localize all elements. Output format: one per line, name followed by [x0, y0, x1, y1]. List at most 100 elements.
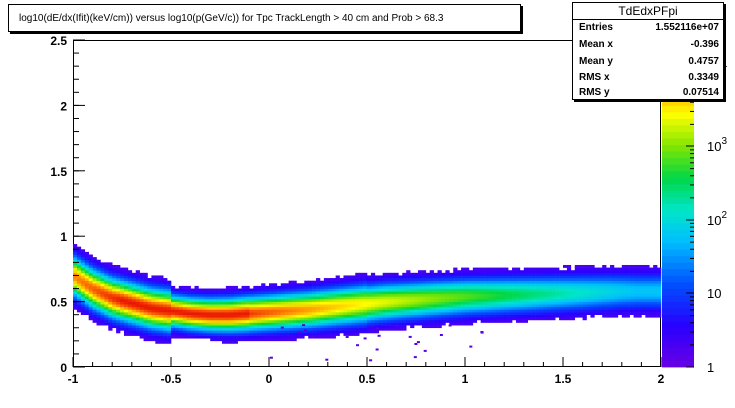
heatmap-cell [218, 288, 223, 292]
heatmap-cell [229, 298, 235, 302]
heatmap-cell [265, 317, 270, 321]
heatmap-cell [421, 278, 427, 281]
heatmap-cell [547, 312, 552, 315]
heatmap-cell [476, 312, 481, 315]
heatmap-cell [374, 288, 380, 292]
heatmap-cell [429, 309, 434, 313]
heatmap-cell [566, 296, 572, 300]
heatmap-cell [123, 280, 129, 284]
colorbar-segment [662, 229, 694, 237]
heatmap-cell [657, 275, 662, 279]
heatmap-cell [84, 264, 89, 268]
heatmap-cell [414, 319, 419, 323]
heatmap-cell [120, 314, 125, 318]
heatmap-cell [445, 278, 450, 281]
heatmap-cell [229, 319, 235, 323]
heatmap-cell [171, 293, 176, 297]
stat-row-entries: Entries 1.552116e+07 [579, 22, 719, 36]
heatmap-cell [406, 272, 411, 276]
heatmap-cell [112, 285, 117, 289]
heatmap-cell [367, 298, 372, 302]
heatmap-cell [535, 291, 540, 295]
heatmap-cell [198, 298, 203, 302]
heatmap-cell [559, 278, 564, 281]
heatmap-cell [645, 280, 650, 284]
heatmap-cell [433, 317, 438, 321]
heatmap-cell [625, 291, 630, 295]
heatmap-cell [551, 270, 556, 274]
heatmap-cell [519, 293, 525, 297]
heatmap-cell [229, 317, 235, 321]
heatmap-cell [308, 304, 313, 308]
heatmap-cell [410, 275, 415, 279]
heatmap-cell [547, 272, 552, 276]
heatmap-cell [645, 309, 650, 313]
heatmap-cell [539, 317, 544, 321]
colorbar-segment [662, 164, 694, 172]
heatmap-cell [253, 298, 258, 302]
heatmap-cell [370, 296, 376, 300]
heatmap-cell [484, 278, 489, 281]
heatmap-cell [531, 267, 536, 271]
heatmap-cell [100, 306, 105, 310]
heatmap-cell [653, 298, 658, 302]
heatmap-cell [657, 270, 662, 274]
heatmap-cell [104, 275, 109, 279]
heatmap-cell [171, 285, 176, 289]
colorbar-segment [662, 236, 694, 244]
heatmap-cell [461, 291, 466, 295]
heatmap-cell [351, 309, 356, 313]
heatmap-cell [519, 283, 525, 287]
heatmap-cell [73, 259, 78, 263]
heatmap-cell [496, 283, 501, 287]
heatmap-cell [167, 327, 172, 331]
heatmap-cell [225, 330, 231, 334]
heatmap-cell [386, 285, 391, 289]
stats-title: TdEdxPFpi [573, 3, 723, 20]
heatmap-cell [84, 283, 89, 287]
heatmap-cell [465, 291, 470, 295]
heatmap-cell [386, 304, 391, 308]
heatmap-cell [633, 304, 638, 308]
heatmap-cell [527, 275, 532, 279]
heatmap-cell [163, 317, 168, 321]
heatmap-cell [229, 314, 235, 318]
heatmap-cell [116, 272, 121, 276]
heatmap-cell [621, 291, 627, 295]
heatmap-cell [190, 293, 195, 297]
heatmap-cell [261, 293, 266, 297]
heatmap-cell [492, 285, 497, 289]
heatmap-cell [257, 317, 262, 321]
heatmap-cell [500, 304, 505, 308]
heatmap-cell [359, 280, 364, 284]
heatmap-cell [339, 327, 344, 331]
heatmap-cell [594, 304, 599, 308]
heatmap-cell [218, 291, 223, 295]
heatmap-cell [76, 275, 82, 279]
heatmap-cell [445, 288, 450, 292]
heatmap-cell [112, 317, 117, 321]
heatmap-cell [343, 280, 348, 284]
heatmap-cell [382, 288, 387, 292]
heatmap-cell [159, 332, 164, 336]
heatmap-cell [159, 338, 164, 342]
heatmap-cell [559, 312, 564, 315]
heatmap-cell [296, 285, 301, 289]
heatmap-cell [657, 306, 662, 310]
heatmap-cell [472, 301, 478, 305]
heatmap-cell [280, 296, 285, 300]
heatmap-cell [355, 304, 360, 308]
heatmap-cell [347, 306, 352, 310]
heatmap-cell [210, 327, 215, 331]
stat-value: 0.07514 [682, 87, 719, 98]
heatmap-cell [504, 317, 509, 321]
heatmap-cell [433, 283, 438, 287]
heatmap-cell [206, 319, 211, 323]
heatmap-cell [108, 262, 113, 266]
heatmap-cell [159, 304, 164, 308]
heatmap-cell [547, 306, 552, 310]
heatmap-outlier [416, 341, 420, 344]
heatmap-cell [335, 304, 340, 308]
heatmap-cell [480, 275, 485, 279]
heatmap-cell [139, 272, 144, 276]
